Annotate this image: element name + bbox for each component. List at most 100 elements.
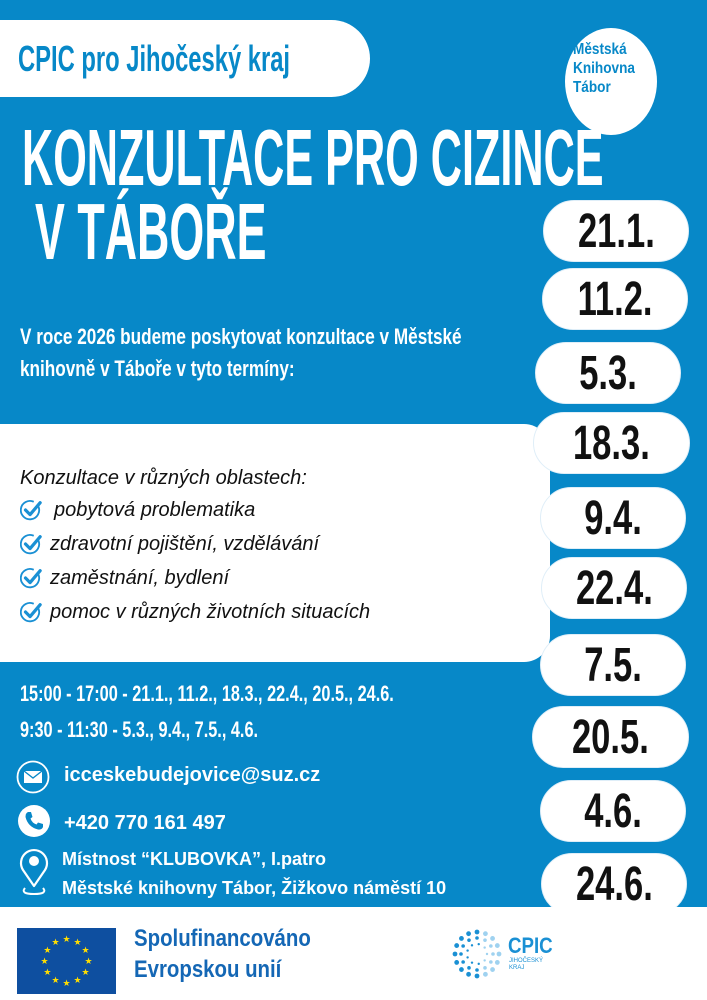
logo-dot: [459, 952, 463, 956]
cpic-sub2: KRAJ: [509, 965, 525, 971]
logo-dot: [470, 944, 474, 947]
logo-dot: [475, 968, 479, 972]
date-text: 21.1.: [577, 204, 655, 258]
eu-star: ★: [40, 956, 48, 966]
library-logo: Městská Knihovna Tábor: [565, 28, 657, 135]
date-text: 18.3.: [573, 416, 650, 470]
logo-dot: [483, 938, 487, 942]
logo-dot: [467, 938, 471, 942]
logo-dot: [494, 960, 500, 965]
logo-dot: [466, 949, 469, 952]
schedule-morning: 9:30 - 11:30 - 5.3., 9.4., 7.5., 4.6.: [20, 717, 259, 742]
logo-dot: [477, 942, 480, 946]
intro-line1: V roce 2026 budeme poskytovat konzultace…: [20, 324, 462, 349]
phone-icon: [18, 805, 50, 837]
cpic-logo-text: CPIC: [508, 933, 553, 958]
eu-star: ★: [43, 967, 51, 977]
area-item: zaměstnání, bydlení: [50, 566, 229, 589]
area-item: pobytová problematika: [54, 498, 256, 521]
date-pill: 7.5.: [540, 634, 686, 696]
logo-dot: [466, 931, 471, 937]
logo-line: Knihovna: [573, 60, 635, 77]
date-text: 20.5.: [572, 710, 649, 764]
date-text: 11.2.: [577, 272, 653, 326]
location-line1: Místnost “KLUBOVKA”, I.patro: [62, 849, 326, 869]
area-item: zdravotní pojištění, vzdělávání: [50, 532, 320, 555]
logo-dot: [490, 967, 495, 972]
area-item: pomoc v různých životních situacích: [50, 600, 371, 623]
list-item: pomoc v různých životních situacích: [20, 595, 370, 629]
eu-star: ★: [82, 945, 90, 955]
eu-flag-logo: ★★★★★★★★★ ★ ★★: [17, 928, 116, 994]
email-link[interactable]: icceskebudejovice@suz.cz: [64, 764, 321, 786]
logo-dot: [470, 961, 474, 964]
logo-dot: [459, 967, 464, 972]
logo-dot: [466, 971, 471, 977]
logo-dot: [483, 959, 486, 962]
areas-list: Konzultace v různých oblastech: pobytová…: [20, 463, 370, 629]
logo-dot: [474, 929, 480, 935]
logo-dot: [475, 936, 479, 940]
eu-star: ★: [51, 975, 59, 985]
footer: ★ ★ ★ ★ ★ ★ ★ ★ ★ ★ ★ ★ Spolufinancováno Evropskou …: [0, 907, 707, 1000]
logo-dot: [474, 973, 480, 979]
logo-line: Tábor: [573, 79, 611, 96]
cpic-logo-sub: JIHOČESKÝ KRAJ: [509, 958, 543, 972]
location-pin-icon: [19, 849, 49, 896]
page-title-line1: KONZULTACE PRO CIZINCE: [22, 113, 604, 202]
cpic-sub1: JIHOČESKÝ: [509, 958, 544, 964]
logo-dot: [489, 960, 493, 964]
eu-cofunded-line1: Spolufinancováno: [134, 925, 311, 952]
organization-name: CPIC pro Jihočeský kraj: [18, 38, 291, 79]
areas-heading: Konzultace v různých oblastech:: [20, 466, 307, 489]
logo-dot: [494, 943, 500, 948]
date-text: 9.4.: [584, 491, 642, 545]
logo-dot: [454, 943, 460, 948]
check-circle-icon: [20, 500, 42, 521]
date-pill: 18.3.: [533, 412, 690, 474]
logo-line: Městská: [573, 41, 627, 58]
logo-dot: [483, 971, 488, 977]
eu-star: ★: [84, 956, 92, 966]
logo-dot: [490, 936, 495, 941]
intro-line2: knihovně v Táboře v tyto termíny:: [20, 356, 295, 381]
eu-star: ★: [51, 937, 59, 947]
check-circle-icon: [20, 568, 42, 589]
check-circle-icon: [20, 602, 42, 623]
date-pill: 20.5.: [532, 706, 689, 768]
eu-star: ★: [62, 978, 70, 988]
eu-cofunded-line2: Evropskou unií: [134, 956, 282, 983]
phone-number: +420 770 161 497: [64, 812, 226, 834]
location-line2: Městské knihovny Tábor, Žižkovo náměstí …: [62, 878, 447, 898]
logo-dot: [485, 952, 489, 956]
cpic-dots-logo: [452, 929, 502, 979]
logo-dot: [459, 936, 464, 941]
eu-star: ★: [82, 967, 90, 977]
page-title-line2: V TÁBOŘE: [35, 187, 267, 276]
date-pill: 11.2.: [542, 268, 688, 330]
eu-star: ★: [73, 975, 81, 985]
date-text: 7.5.: [584, 638, 642, 692]
date-text: 24.6.: [575, 857, 653, 911]
date-text: 5.3.: [579, 346, 637, 400]
logo-dot: [467, 966, 471, 970]
logo-dot: [483, 966, 487, 970]
logo-dot: [483, 946, 486, 949]
logo-dot: [477, 962, 480, 966]
date-pill: 24.6.: [541, 853, 687, 915]
check-circle-icon: [20, 534, 42, 555]
logo-dot: [454, 960, 460, 965]
logo-dot: [491, 952, 495, 956]
organization-banner: CPIC pro Jihočeský kraj: [0, 20, 370, 97]
logo-dot: [461, 960, 465, 964]
eu-star: ★: [43, 945, 51, 955]
list-item: pobytová problematika: [20, 493, 370, 527]
email-icon: [16, 760, 50, 794]
logo-dot: [461, 944, 465, 948]
date-pill: 9.4.: [540, 487, 686, 549]
date-pill: 4.6.: [540, 780, 686, 842]
logo-dot: [496, 951, 502, 957]
date-text: 22.4.: [575, 561, 653, 615]
eu-star: ★: [73, 937, 81, 947]
logo-dot: [466, 956, 469, 959]
